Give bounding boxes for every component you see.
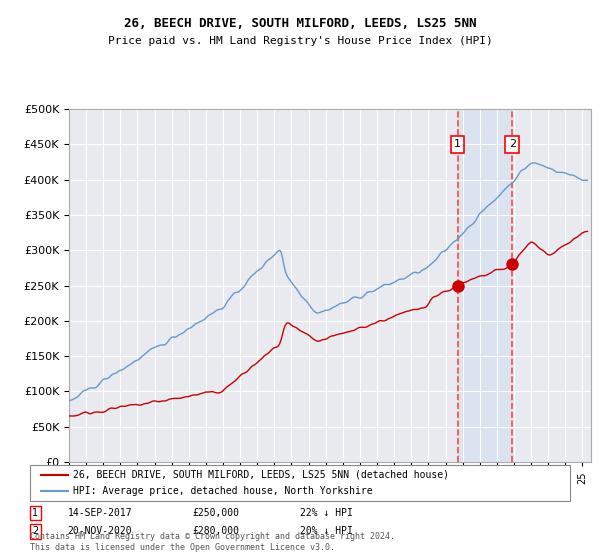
Text: 26, BEECH DRIVE, SOUTH MILFORD, LEEDS, LS25 5NN: 26, BEECH DRIVE, SOUTH MILFORD, LEEDS, L… — [124, 17, 476, 30]
Text: Contains HM Land Registry data © Crown copyright and database right 2024.
This d: Contains HM Land Registry data © Crown c… — [30, 532, 395, 552]
Text: 1: 1 — [32, 508, 38, 518]
Text: 22% ↓ HPI: 22% ↓ HPI — [300, 508, 353, 518]
Text: 2: 2 — [32, 526, 38, 536]
Text: 20-NOV-2020: 20-NOV-2020 — [68, 526, 133, 536]
Text: 14-SEP-2017: 14-SEP-2017 — [68, 508, 133, 518]
Text: Price paid vs. HM Land Registry's House Price Index (HPI): Price paid vs. HM Land Registry's House … — [107, 36, 493, 46]
FancyBboxPatch shape — [30, 465, 570, 501]
Text: HPI: Average price, detached house, North Yorkshire: HPI: Average price, detached house, Nort… — [73, 486, 373, 496]
Text: 1: 1 — [454, 139, 461, 150]
Text: 2: 2 — [509, 139, 516, 150]
Bar — [458, 109, 512, 462]
Text: £250,000: £250,000 — [192, 508, 239, 518]
Text: 20% ↓ HPI: 20% ↓ HPI — [300, 526, 353, 536]
Text: £280,000: £280,000 — [192, 526, 239, 536]
Text: 26, BEECH DRIVE, SOUTH MILFORD, LEEDS, LS25 5NN (detached house): 26, BEECH DRIVE, SOUTH MILFORD, LEEDS, L… — [73, 470, 449, 480]
